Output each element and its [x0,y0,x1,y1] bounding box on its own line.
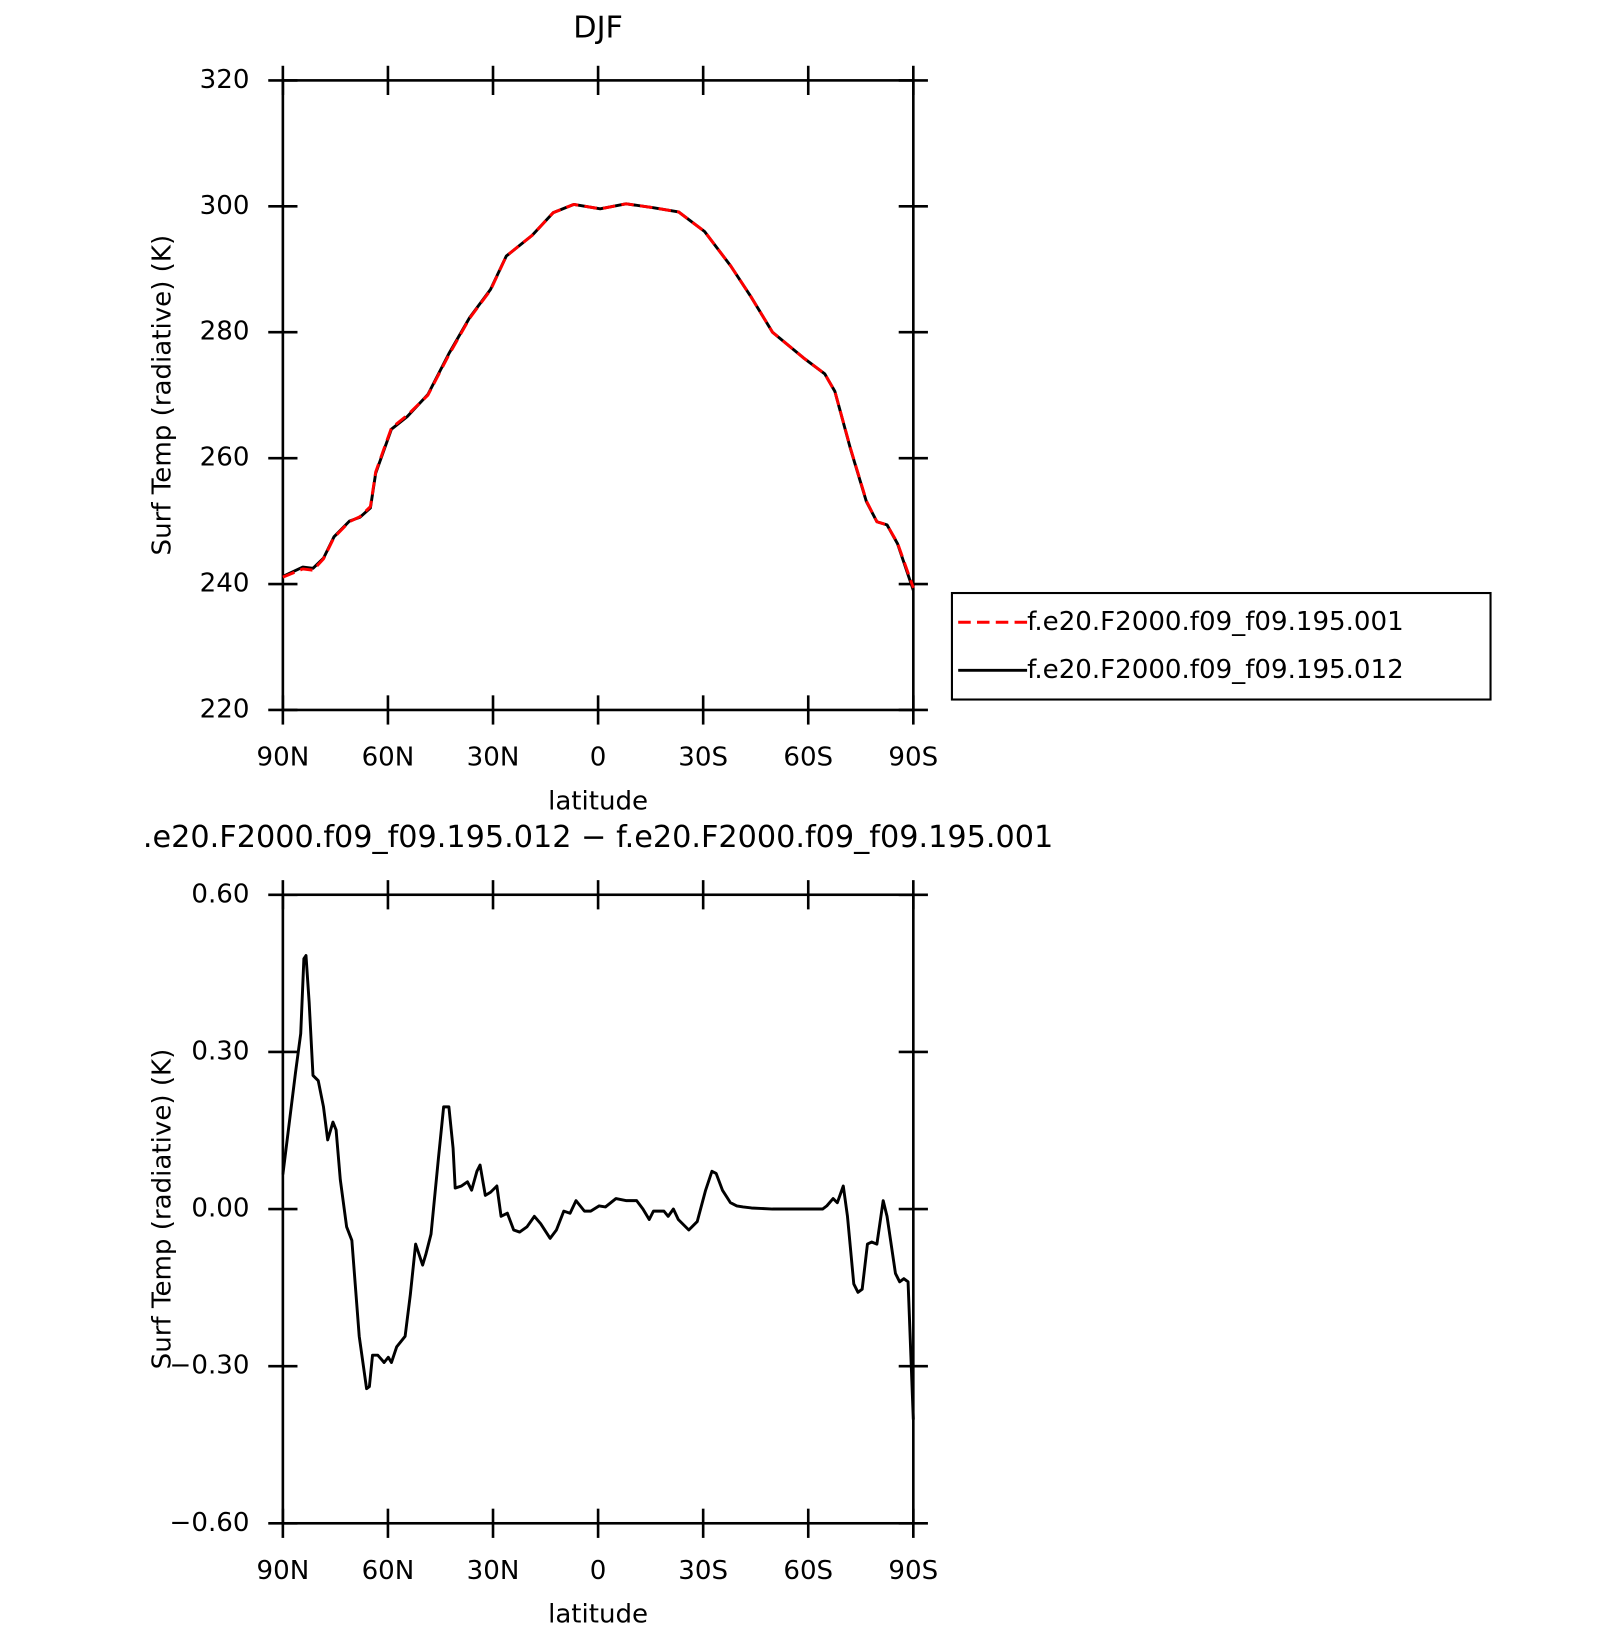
y-tick-label: 240 [200,569,250,599]
data-line [282,202,915,591]
x-tick-label: 60N [362,1556,415,1586]
x-tick-label: 60S [783,1556,833,1586]
y-tick-label: 320 [200,65,250,95]
y-tick-label: 280 [200,317,250,347]
x-tick-label: 0 [590,742,607,772]
legend-label: f.e20.F2000.f09_f09.195.012 [1027,655,1404,685]
chart-title: DJF [573,11,623,46]
y-tick-label: 220 [200,694,250,724]
legend-box [950,591,1492,701]
chart-title: .e20.F2000.f09_f09.195.012 − f.e20.F2000… [143,820,1053,855]
x-tick-label: 90N [257,1556,310,1586]
y-tick-label: 300 [200,191,250,221]
y-axis-label: Surf Temp (radiative) (K) [147,235,177,556]
y-tick-label: 0.30 [191,1036,249,1066]
x-axis-label: latitude [548,786,648,816]
plot-frame [281,79,915,712]
y-axis-label: Surf Temp (radiative) (K) [147,1049,177,1370]
x-tick-label: 30S [678,742,728,772]
x-tick-label: 30N [467,742,520,772]
x-tick-label: 30N [467,1556,520,1586]
y-tick-label: 260 [200,443,250,473]
data-line [281,954,915,1420]
x-tick-label: 90N [257,742,310,772]
y-tick-label: −0.30 [170,1351,250,1381]
x-tick-label: 60S [783,742,833,772]
y-tick-label: 0.00 [191,1194,249,1224]
x-tick-label: 0 [590,1556,607,1586]
y-tick-label: 0.60 [191,879,249,909]
x-tick-label: 60N [362,742,415,772]
y-tick-label: −0.60 [170,1508,250,1538]
x-tick-label: 30S [678,1556,728,1586]
x-axis-label: latitude [548,1600,648,1630]
x-tick-label: 90S [888,1556,938,1586]
x-tick-label: 90S [888,742,938,772]
legend-label: f.e20.F2000.f09_f09.195.001 [1027,607,1404,637]
data-line [282,202,915,589]
